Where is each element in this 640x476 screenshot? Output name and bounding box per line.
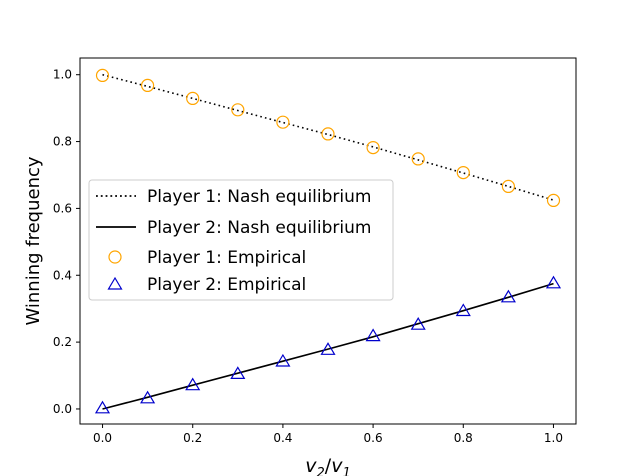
legend-swatch-triangle-marker [107, 276, 123, 290]
circle-marker-point [411, 152, 425, 166]
axes-frame [79, 57, 577, 425]
x-tick-label: 1.0 [544, 431, 563, 445]
x-tick-label: 0.0 [93, 431, 112, 445]
x-tick-label: 0.8 [454, 431, 473, 445]
x-label-denominator: v [331, 455, 343, 476]
legend-entry-player1-nash: Player 1: Nash equilibrium [96, 187, 371, 207]
y-tick-label: 0.8 [53, 135, 72, 149]
circle-marker-point [141, 78, 155, 93]
legend-entry-player2-nash: Player 2: Nash equilibrium [96, 218, 371, 238]
triangle-marker-point [545, 275, 562, 289]
triangle-marker-point [410, 317, 426, 330]
circle-marker-point [546, 193, 561, 207]
legend-swatch-circle-marker [108, 250, 122, 264]
legend-label-player1-nash: Player 1: Nash equilibrium [147, 187, 371, 207]
x-label-denominator-subscript: 1 [342, 466, 350, 476]
axis-ticks: 0.0 0.2 0.4 0.6 0.8 1.0 0.0 0.2 0.4 0.6 0.8 1.0 [53, 68, 563, 445]
y-tick-label: 0.0 [53, 402, 72, 416]
x-label-numerator: v [305, 455, 317, 476]
triangle-marker-point [185, 377, 201, 391]
triangle-marker-point [455, 303, 471, 317]
circle-marker-point [231, 103, 245, 117]
triangle-marker-point [500, 289, 516, 303]
triangle-marker-point [275, 353, 291, 367]
series-line-1 [102, 73, 554, 201]
triangle-marker-point [230, 366, 246, 379]
triangle-marker-point [320, 342, 336, 355]
series-line-2 [102, 282, 554, 410]
y-tick-label: 0.2 [53, 335, 72, 349]
legend: Player 1: Nash equilibrium Player 2: Nas… [88, 179, 394, 301]
x-tick-label: 0.4 [273, 431, 292, 445]
legend-entry-player1-empirical: Player 1: Empirical [108, 248, 306, 268]
legend-entry-player2-empirical: Player 2: Empirical [107, 275, 306, 295]
legend-frame [88, 179, 394, 301]
circle-marker-point [501, 179, 515, 193]
x-label-numerator-subscript: 2 [317, 466, 325, 476]
y-tick-label: 1.0 [53, 68, 72, 82]
circle-marker-point [186, 91, 200, 106]
circle-marker-point [366, 141, 380, 155]
y-tick-label: 0.6 [53, 201, 72, 215]
x-axis-label: v2/v1 [305, 455, 350, 476]
legend-label-player1-empirical: Player 1: Empirical [147, 248, 306, 268]
x-tick-label: 0.6 [364, 431, 383, 445]
triangle-marker-point [140, 390, 156, 404]
circle-marker-point [456, 166, 470, 180]
triangle-marker-point [94, 400, 111, 414]
circle-marker-point [276, 115, 290, 129]
y-axis-label: Winning frequency [23, 156, 44, 325]
y-tick-label: 0.4 [53, 268, 72, 282]
legend-label-player2-empirical: Player 2: Empirical [147, 275, 306, 295]
circle-marker-point [95, 68, 110, 83]
x-tick-label: 0.2 [183, 431, 202, 445]
x-label-slash: / [325, 455, 332, 476]
legend-label-player2-nash: Player 2: Nash equilibrium [147, 218, 371, 238]
triangle-marker-point [365, 328, 381, 342]
circle-marker-point [321, 127, 335, 141]
plot-area [94, 68, 562, 414]
